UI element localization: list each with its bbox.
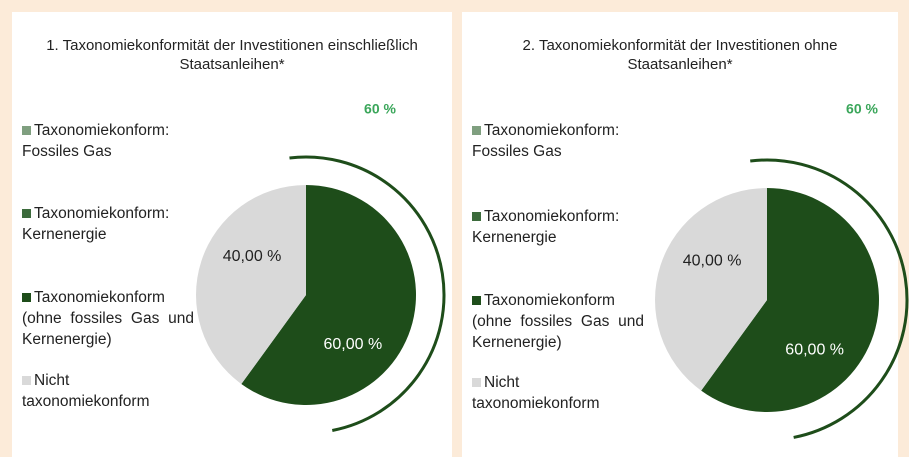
data-label: 40,00 %: [223, 248, 282, 265]
data-label: 60,00 %: [785, 342, 844, 359]
legend-label: Taxonomiekonform: Fossiles Gas: [22, 122, 170, 160]
legend-swatch: [22, 293, 31, 302]
pie-slice: [196, 185, 306, 384]
legend-item: Taxonomiekonform (ohne fossiles Gas und …: [22, 287, 194, 350]
legend-swatch: [472, 296, 481, 305]
chart-title: 1. Taxonomiekonformität der Investitione…: [46, 37, 418, 73]
share-arc: [289, 155, 446, 432]
data-label: 60,00 %: [323, 336, 382, 353]
legend-swatch: [472, 378, 481, 387]
legend-label: Taxonomiekonform: Fossiles Gas: [472, 122, 620, 160]
share-arc: [750, 158, 909, 439]
data-label: 40,00 %: [683, 252, 742, 269]
legend-item: Nicht taxonomiekonform: [472, 372, 644, 414]
legend-item: Taxonomiekonform: Fossiles Gas: [22, 120, 194, 162]
legend-swatch: [472, 212, 481, 221]
annotation: 60 %: [846, 101, 878, 117]
legend-label: Taxonomiekonform: Kernenergie: [472, 208, 620, 246]
legend-swatch: [472, 126, 481, 135]
pie-slice: [701, 188, 879, 412]
legend-item: Taxonomiekonform: Kernenergie: [472, 206, 644, 248]
legend-item: Nicht taxonomiekonform: [22, 370, 194, 412]
legend-label: Taxonomiekonform (ohne fossiles Gas und …: [22, 289, 194, 348]
legend-swatch: [22, 376, 31, 385]
legend-item: Taxonomiekonform: Kernenergie: [22, 203, 194, 245]
legend-label: Taxonomiekonform: Kernenergie: [22, 205, 170, 243]
pie-slice: [241, 185, 416, 405]
legend-item: Taxonomiekonform (ohne fossiles Gas und …: [472, 290, 644, 353]
chart-title: 2. Taxonomiekonformität der Investitione…: [522, 37, 838, 73]
legend-label: Nicht taxonomiekonform: [22, 372, 150, 410]
pie-slice: [655, 188, 767, 391]
annotation: 60 %: [364, 101, 396, 117]
legend-swatch: [22, 126, 31, 135]
legend-label: Nicht taxonomiekonform: [472, 374, 600, 412]
legend-item: Taxonomiekonform: Fossiles Gas: [472, 120, 644, 162]
legend-label: Taxonomiekonform (ohne fossiles Gas und …: [472, 292, 644, 351]
legend-swatch: [22, 209, 31, 218]
